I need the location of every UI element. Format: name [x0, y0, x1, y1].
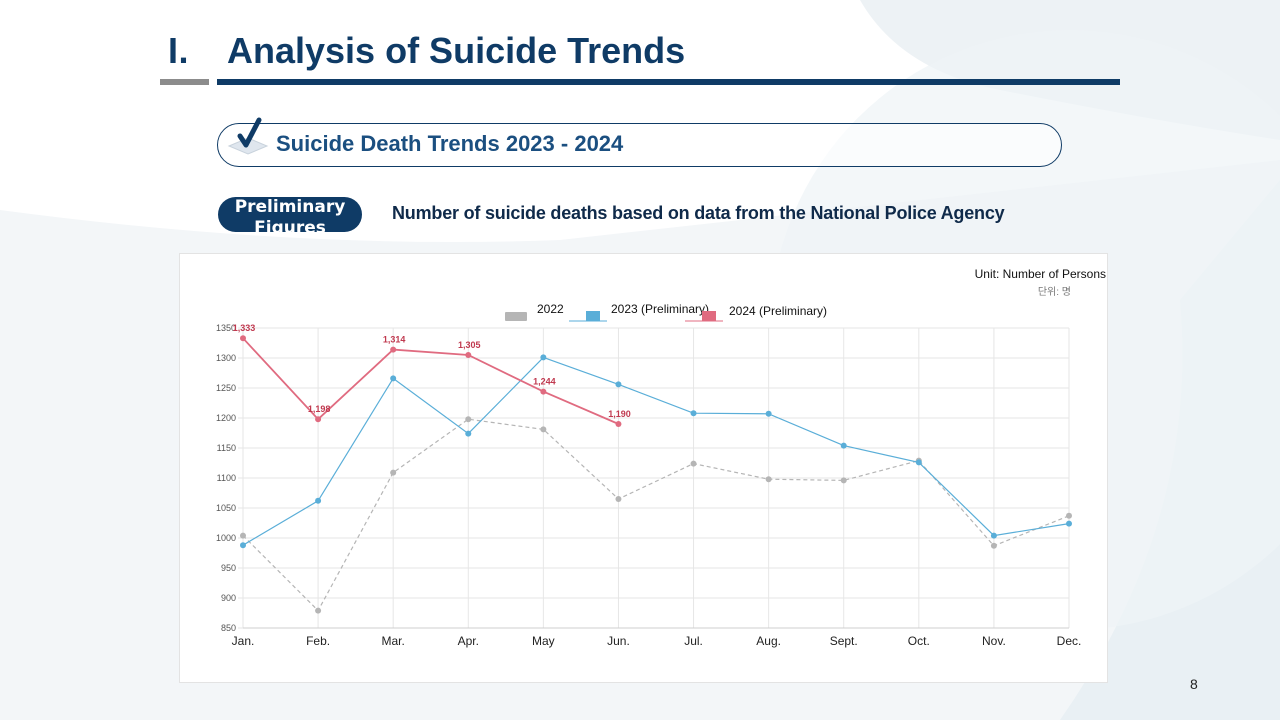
- chart-subtitle: Number of suicide deaths based on data f…: [392, 203, 1005, 223]
- data-point-2023: [390, 375, 397, 382]
- legend-label: 2024 (Preliminary): [729, 304, 827, 318]
- y-tick-label: 1300: [216, 353, 236, 363]
- data-point-2022: [1066, 512, 1072, 519]
- section-banner-title: Suicide Death Trends 2023 - 2024: [276, 131, 624, 156]
- data-point-2024: [540, 388, 547, 395]
- y-tick-label: 1100: [217, 473, 236, 483]
- data-point-2023: [765, 410, 772, 417]
- data-point-2022: [240, 532, 246, 539]
- data-point-2023: [690, 410, 697, 417]
- x-tick-label: Sept.: [830, 634, 858, 648]
- check-icon: [227, 117, 269, 155]
- data-point-2023: [990, 532, 997, 539]
- data-point-2024: [240, 335, 246, 342]
- y-tick-label: 900: [221, 593, 236, 603]
- data-point-2024: [465, 352, 472, 358]
- data-point-2023: [315, 497, 322, 504]
- line-chart: Unit: Number of Persons 단위: 명 850 900 950 1…: [216, 267, 1106, 648]
- x-tick-label: Feb.: [306, 634, 330, 648]
- y-tick-label: 1000: [216, 533, 236, 543]
- data-point-2022: [540, 426, 547, 433]
- legend-label: 2022: [537, 302, 564, 316]
- data-point-2023: [1066, 520, 1072, 527]
- x-tick-label: Jan.: [232, 634, 255, 648]
- data-point-2023: [615, 381, 622, 388]
- preliminary-badge: Preliminary Figures: [218, 197, 362, 232]
- data-point-2023: [465, 430, 472, 437]
- x-tick-label: Dec.: [1057, 634, 1082, 648]
- x-tick-label: Jun.: [607, 634, 630, 648]
- y-tick-label: 950: [221, 563, 236, 573]
- section-banner: [217, 123, 1062, 167]
- x-tick-label: Oct.: [908, 634, 930, 648]
- unit-label-kr: 단위: 명: [1038, 285, 1071, 298]
- page-title: Analysis of Suicide Trends: [227, 30, 686, 71]
- chart-container: [179, 253, 1108, 683]
- data-point-2022: [465, 416, 472, 423]
- data-point-2022: [690, 460, 697, 467]
- data-point-2022: [615, 496, 622, 502]
- data-label: 1,198: [308, 404, 331, 414]
- page-number: 8: [1190, 676, 1198, 692]
- data-point-2024: [390, 346, 397, 353]
- x-tick-label: Aug.: [756, 634, 781, 648]
- data-point-2022: [390, 469, 397, 476]
- y-tick-label: 1350: [216, 323, 236, 333]
- data-point-2023: [540, 354, 547, 361]
- data-point-2023: [915, 459, 922, 466]
- legend-swatch: [702, 311, 716, 321]
- data-label: 1,244: [533, 377, 556, 387]
- series-line-2023: [242, 356, 1070, 546]
- x-tick-label: Jul.: [684, 634, 703, 648]
- x-tick-label: May: [532, 634, 555, 648]
- title-underline: [217, 79, 1120, 85]
- y-tick-label: 850: [221, 623, 236, 633]
- data-point-2023: [840, 442, 847, 449]
- x-tick-label: Mar.: [382, 634, 405, 648]
- data-point-2024: [615, 421, 622, 427]
- data-point-2022: [765, 476, 772, 483]
- legend-swatch: [586, 311, 600, 321]
- y-tick-label: 1150: [217, 443, 236, 453]
- unit-label: Unit: Number of Persons: [975, 267, 1106, 281]
- legend-label: 2023 (Preliminary): [611, 302, 709, 316]
- title-underline-accent: [160, 79, 209, 85]
- data-label: 1,314: [383, 335, 406, 345]
- y-tick-label: 1050: [216, 503, 236, 513]
- data-label: 1,190: [608, 409, 631, 419]
- x-tick-label: Nov.: [982, 634, 1006, 648]
- data-point-2023: [240, 542, 246, 549]
- data-label: 1,305: [458, 340, 481, 350]
- data-label: 1,333: [233, 323, 256, 333]
- data-point-2024: [315, 416, 322, 423]
- y-tick-label: 1250: [216, 383, 236, 393]
- y-tick-label: 1200: [216, 413, 236, 423]
- x-tick-label: Apr.: [458, 634, 479, 648]
- series-line-2024: [242, 337, 619, 425]
- data-point-2022: [315, 607, 322, 614]
- data-point-2022: [990, 542, 997, 549]
- legend-swatch-2022: [505, 312, 527, 321]
- section-number: I.: [168, 30, 190, 71]
- data-point-2022: [840, 477, 847, 484]
